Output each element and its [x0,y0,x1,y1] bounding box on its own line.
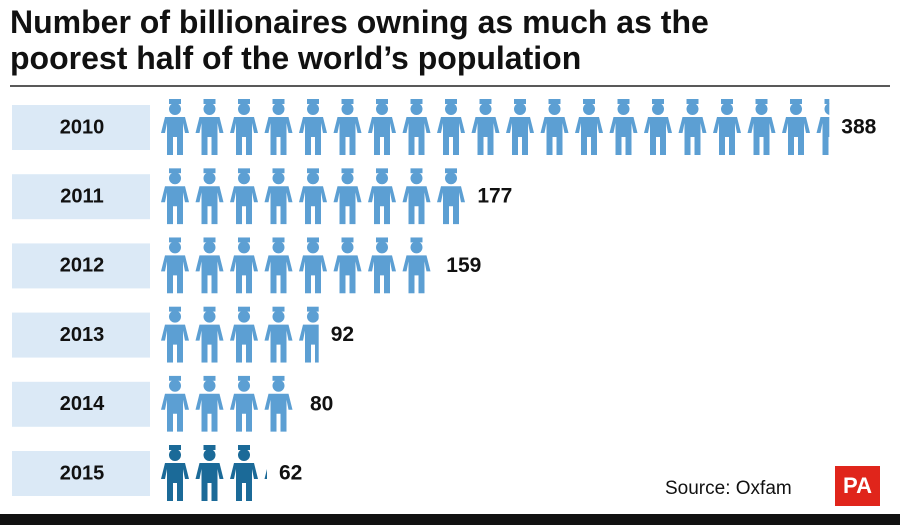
value-label: 92 [331,323,354,346]
category-box [12,381,150,427]
category-label: 2013 [60,324,105,346]
chart-title: Number of billionaires owning as much as… [10,4,709,76]
category-label: 2015 [60,462,105,484]
person-icon [161,445,189,501]
person-icon [816,99,830,155]
category-box [12,105,150,150]
category-label: 2011 [60,185,103,207]
pictogram-bar [161,99,830,155]
person-icon [195,445,224,501]
person-icon [161,375,189,432]
person-icon [264,375,293,432]
logo: PA [843,473,872,498]
person-icon [230,375,258,432]
person-icon [230,168,258,225]
person-icon [437,168,465,225]
person-icon [299,99,327,155]
pictogram-bar [161,445,267,501]
pictogram-bar [161,168,465,225]
person-icon [713,99,741,155]
person-icon [402,168,431,225]
person-icon [230,237,258,294]
person-icon [264,99,293,155]
person-icon [195,99,224,155]
person-icon [195,306,224,363]
person-icon [333,168,362,225]
person-icon [230,99,258,155]
pictogram-bar [161,237,431,294]
value-label: 62 [279,462,302,485]
person-icon [299,168,327,225]
person-icon [161,306,189,363]
category-label: 2014 [60,393,105,415]
person-icon [264,168,293,225]
person-icon [195,168,224,225]
source: Source: Oxfam [665,478,792,499]
category-box [12,312,150,358]
person-icon [437,99,465,155]
person-icon [609,99,638,155]
person-icon [471,99,500,155]
value-label: 80 [310,392,333,415]
person-icon [299,306,319,363]
person-icon [506,99,534,155]
category-label: 2010 [60,116,105,138]
person-icon [161,168,189,225]
category-box [12,243,150,289]
logo-box [835,466,880,506]
person-icon [747,99,776,155]
category-box [12,451,150,496]
pictogram-bar [161,375,293,432]
person-icon [264,237,293,294]
person-icon [678,99,707,155]
value-label: 388 [841,116,876,139]
category-label: 2012 [60,255,105,277]
person-icon [299,237,327,294]
person-icon [644,99,672,155]
person-icon [195,375,224,432]
person-icon [195,237,224,294]
person-icon [161,99,189,155]
person-icon [230,445,258,501]
person-icon [402,99,431,155]
footer-bar [0,514,900,525]
pictogram-bar [161,306,319,363]
value-label: 159 [446,254,481,277]
person-icon [540,99,569,155]
person-icon [402,237,431,294]
person-icon [333,99,362,155]
person-icon [230,306,258,363]
value-label: 177 [477,185,512,208]
person-icon [161,237,189,294]
person-icon [575,99,603,155]
person-icon [782,99,810,155]
person-icon [264,306,293,363]
person-icon [368,168,396,225]
person-icon [368,237,396,294]
category-box [12,174,150,220]
person-icon [333,237,362,294]
person-icon [368,99,396,155]
